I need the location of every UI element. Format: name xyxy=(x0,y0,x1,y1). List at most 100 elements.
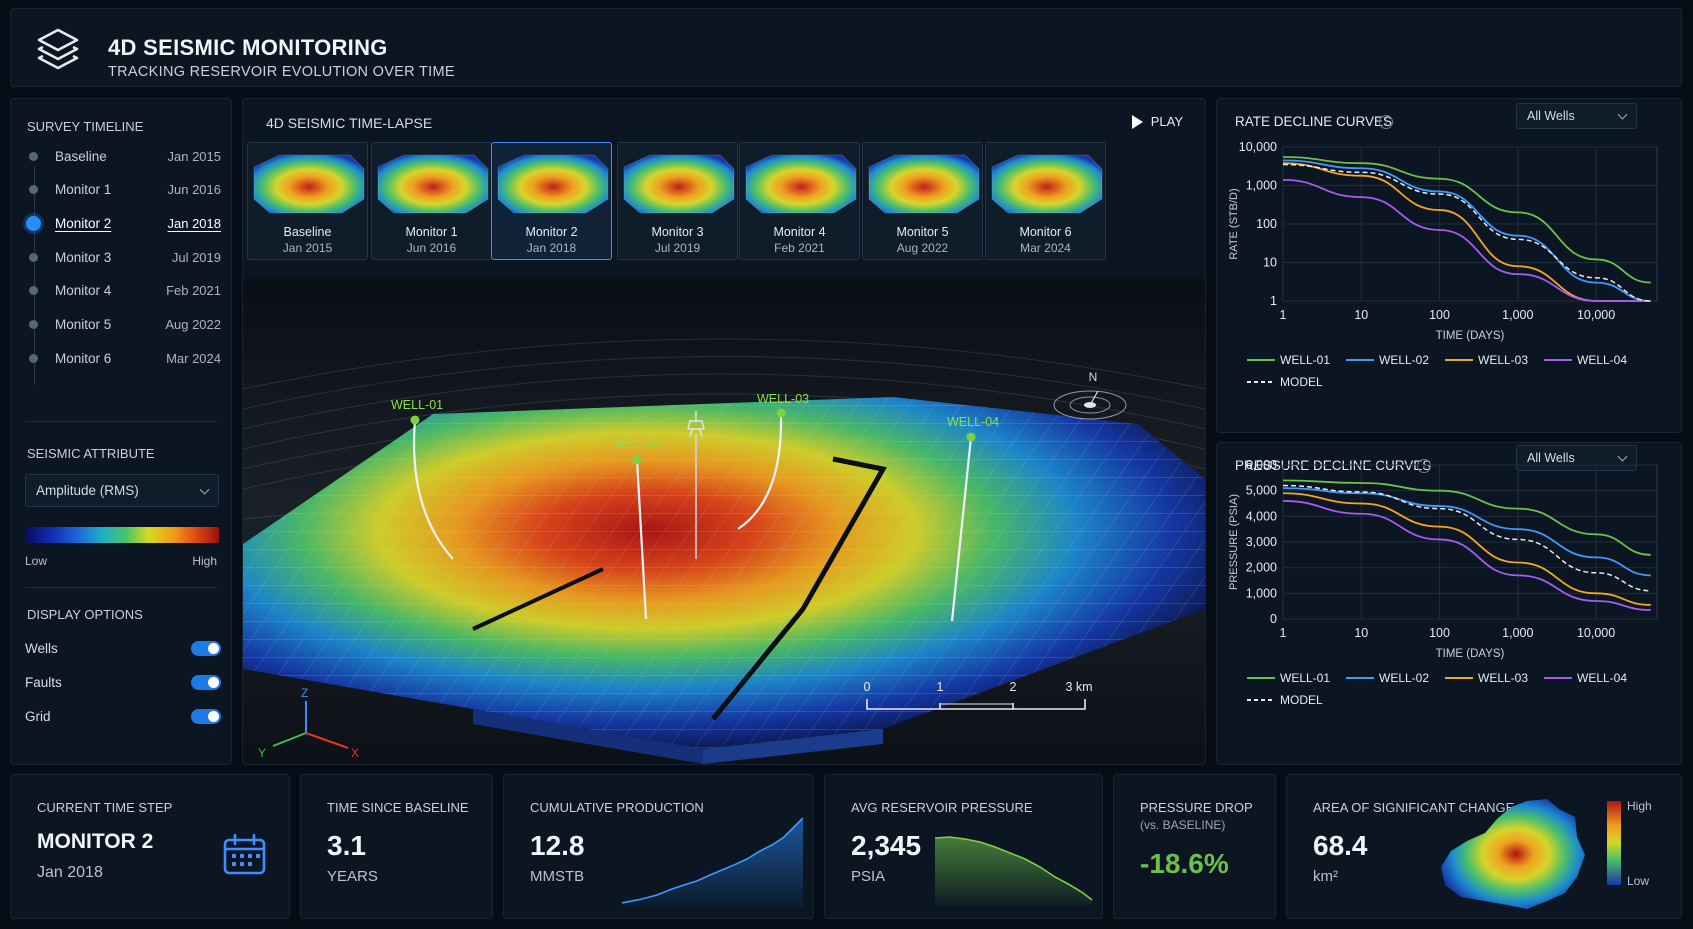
thumbnail-baseline[interactable]: Baseline Jan 2015 xyxy=(247,142,368,260)
x-tick-label: 1,000 xyxy=(1502,308,1533,322)
survey-timeline-title: SURVEY TIMELINE xyxy=(27,119,144,134)
y-tick-label: 10,000 xyxy=(1239,140,1277,154)
scale-label: 0 xyxy=(864,680,871,694)
x-tick-label: 10,000 xyxy=(1577,626,1615,640)
well-head-marker[interactable] xyxy=(776,408,786,418)
axes-triad: Z X Y xyxy=(258,686,359,760)
well-head-marker[interactable] xyxy=(966,432,976,442)
timeline-item-date: Mar 2024 xyxy=(166,350,221,366)
timeline-item-monitor-4[interactable]: Monitor 4 Feb 2021 xyxy=(25,278,221,304)
thumbnail-image xyxy=(868,154,980,214)
y-tick-label: 1,000 xyxy=(1246,179,1277,193)
faults-toggle[interactable] xyxy=(191,674,221,690)
timeline-item-monitor-2[interactable]: Monitor 2 Jan 2018 xyxy=(25,210,221,236)
timeline-item-name: Monitor 2 xyxy=(55,215,112,231)
y-tick-label: 1 xyxy=(1270,294,1277,308)
timeline-item-monitor-6[interactable]: Monitor 6 Mar 2024 xyxy=(25,345,221,371)
left-sidebar: SURVEY TIMELINE Baseline Jan 2015 Monitor … xyxy=(10,98,232,765)
timeline-item-baseline[interactable]: Baseline Jan 2015 xyxy=(25,143,221,169)
x-axis-label: TIME (DAYS) xyxy=(1436,330,1505,342)
series-line-model xyxy=(1282,484,1651,592)
well-head-marker[interactable] xyxy=(410,415,420,425)
display-option-label: Grid xyxy=(25,708,51,724)
thumbnail-monitor-3[interactable]: Monitor 3 Jul 2019 xyxy=(617,142,738,260)
seismic-attribute-select[interactable]: Amplitude (RMS) xyxy=(25,474,219,507)
seismic-time-lapse-panel: 4D SEISMIC TIME-LAPSE PLAY Baseline Jan 2… xyxy=(242,98,1206,765)
legend-label: MODEL xyxy=(1280,693,1323,707)
legend-label: WELL-02 xyxy=(1379,353,1429,367)
well-path xyxy=(950,436,973,622)
y-tick-label: 0 xyxy=(1270,612,1277,626)
axis-x-label: X xyxy=(351,746,359,760)
display-option-label: Faults xyxy=(25,674,62,690)
y-tick-label: 100 xyxy=(1256,217,1277,231)
kpi-title: AVG RESERVOIR PRESSURE xyxy=(851,800,1033,815)
legend-label: WELL-02 xyxy=(1379,671,1429,685)
scale-label: 1 xyxy=(937,680,944,694)
x-tick-label: 10,000 xyxy=(1577,308,1615,322)
seismic-attribute-value: Amplitude (RMS) xyxy=(36,483,139,498)
well-head-marker[interactable] xyxy=(632,455,642,465)
series-line-well-02 xyxy=(1282,159,1651,302)
thumbnail-monitor-5[interactable]: Monitor 5 Aug 2022 xyxy=(862,142,983,260)
x-tick-label: 100 xyxy=(1429,626,1450,640)
calendar-icon xyxy=(223,833,266,875)
rate-well-filter[interactable]: All Wells xyxy=(1516,103,1637,129)
kpi-value: -18.6% xyxy=(1140,848,1229,879)
y-tick-label: 5,000 xyxy=(1246,484,1277,498)
kpi-unit: Jan 2018 xyxy=(37,864,103,881)
thumbnail-date: Jan 2015 xyxy=(282,241,333,255)
timeline-item-monitor-5[interactable]: Monitor 5 Aug 2022 xyxy=(25,312,221,338)
pressure-decline-panel: PRESSURE DECLINE CURVES i All Wells 1 10 1… xyxy=(1216,442,1682,765)
scale-bar: 0 1 2 3 km xyxy=(864,680,1093,710)
thumbnail-image xyxy=(497,154,609,214)
timeline-item-monitor-1[interactable]: Monitor 1 Jun 2016 xyxy=(25,177,221,203)
legend-label: WELL-03 xyxy=(1478,671,1528,685)
seismic-3d-viewport[interactable]: WELL-01 WELL-02 WELL-03 WELL-04 N xyxy=(243,279,1205,764)
info-icon[interactable]: i xyxy=(1379,115,1393,129)
thumbnail-image xyxy=(623,154,735,214)
timeline-item-name: Monitor 6 xyxy=(55,350,112,366)
y-axis-label: RATE (STB/D) xyxy=(1228,188,1240,259)
time-lapse-title: 4D SEISMIC TIME-LAPSE xyxy=(266,115,433,131)
y-tick-label: 10 xyxy=(1263,256,1277,270)
thumbnail-name: Monitor 4 xyxy=(773,225,826,239)
colorbar-high-label: High xyxy=(192,554,217,568)
thumbnail-date: Mar 2024 xyxy=(1020,241,1071,255)
x-tick-label: 100 xyxy=(1429,308,1450,322)
timeline-item-date: Aug 2022 xyxy=(165,317,221,332)
series-line-well-04 xyxy=(1282,178,1651,302)
display-option-label: Wells xyxy=(25,640,58,656)
timeline-dot xyxy=(29,151,38,161)
well-03-label: WELL-03 xyxy=(757,392,809,406)
kpi-avg-reservoir-pressure: AVG RESERVOIR PRESSURE 2,345 PSIA xyxy=(824,774,1103,919)
thumbnail-name: Monitor 2 xyxy=(525,225,578,239)
kpi-title: TIME SINCE BASELINE xyxy=(327,800,469,815)
y-tick-label: 2,000 xyxy=(1246,561,1277,575)
thumbnail-monitor-2[interactable]: Monitor 2 Jan 2018 xyxy=(491,142,612,260)
thumbnail-monitor-4[interactable]: Monitor 4 Feb 2021 xyxy=(739,142,860,260)
pressure-well-filter[interactable]: All Wells xyxy=(1516,445,1637,471)
wells-toggle[interactable] xyxy=(191,640,221,656)
y-tick-label: 6,000 xyxy=(1246,458,1277,472)
thumbnail-monitor-1[interactable]: Monitor 1 Jun 2016 xyxy=(371,142,492,260)
grid-toggle[interactable] xyxy=(191,708,221,724)
compass-north-label: N xyxy=(1089,370,1098,384)
pressure-sparkline xyxy=(935,836,1093,905)
thumbnail-name: Baseline xyxy=(283,225,332,239)
kpi-unit: km² xyxy=(1313,868,1338,885)
thumbnail-date: Jan 2018 xyxy=(526,241,577,255)
timeline-item-date: Jan 2015 xyxy=(167,148,222,164)
timeline-item-monitor-3[interactable]: Monitor 3 Jul 2019 xyxy=(25,244,221,270)
thumbnail-monitor-6[interactable]: Monitor 6 Mar 2024 xyxy=(985,142,1106,260)
kpi-title: CUMULATIVE PRODUCTION xyxy=(530,800,704,815)
x-axis-label: TIME (DAYS) xyxy=(1436,648,1505,660)
play-button[interactable]: PLAY xyxy=(1131,114,1183,129)
info-icon[interactable]: i xyxy=(1417,459,1431,473)
series-line-model xyxy=(1282,163,1651,302)
attribute-colorbar xyxy=(25,527,219,543)
timeline-item-name: Monitor 3 xyxy=(55,249,112,265)
display-option-wells: Wells xyxy=(25,637,221,659)
thumbnail-name: Monitor 5 xyxy=(896,225,949,239)
kpi-value: 2,345 xyxy=(851,830,922,861)
